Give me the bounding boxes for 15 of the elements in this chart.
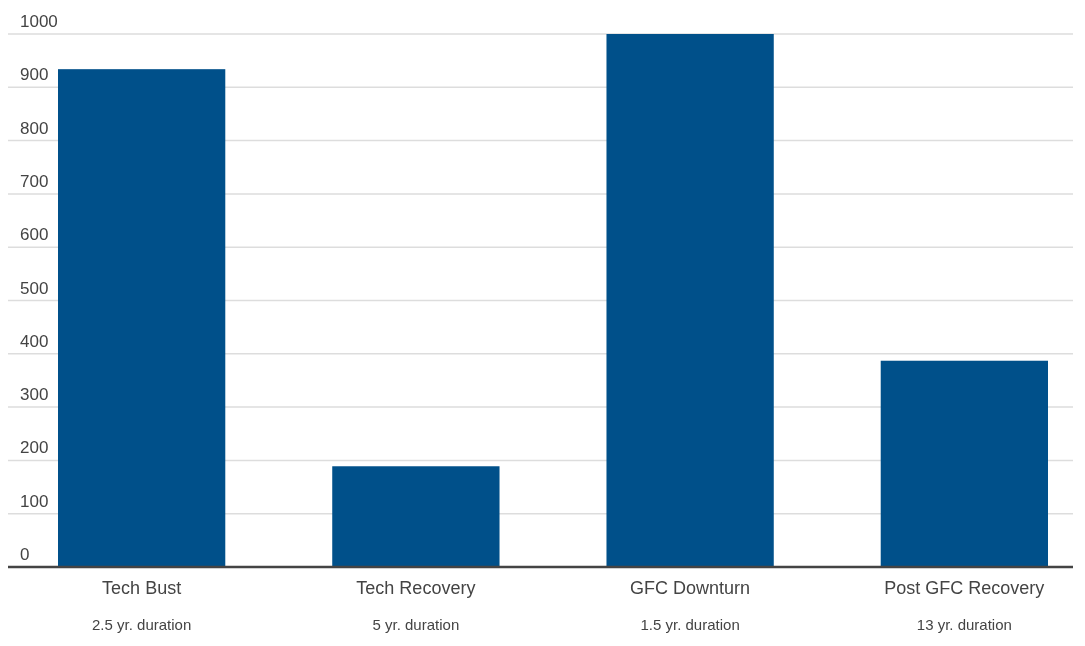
y-tick-label: 400 xyxy=(20,331,49,351)
x-tick-label: GFC Downturn 1.5 yr. duration xyxy=(630,578,751,633)
y-tick-label: 0 xyxy=(20,545,30,564)
y-tick-label: 200 xyxy=(20,438,49,458)
y-tick-label: 300 xyxy=(20,385,49,405)
y-tick-label: 800 xyxy=(20,118,49,138)
x-tick-label: Tech Bust 2.5 yr. duration xyxy=(92,578,192,633)
x-tick-label: Tech Recovery 5 yr. duration xyxy=(356,578,476,633)
y-tick-label: 500 xyxy=(20,278,49,298)
y-tick-label: 600 xyxy=(20,225,49,245)
x-tick-label: Post GFC Recovery 13 yr. duration xyxy=(884,578,1045,633)
y-tick-label: 1000 xyxy=(20,12,58,31)
y-tick-label: 900 xyxy=(20,65,49,85)
y-tick-label: 100 xyxy=(20,491,49,511)
y-tick-label: 700 xyxy=(20,171,49,191)
